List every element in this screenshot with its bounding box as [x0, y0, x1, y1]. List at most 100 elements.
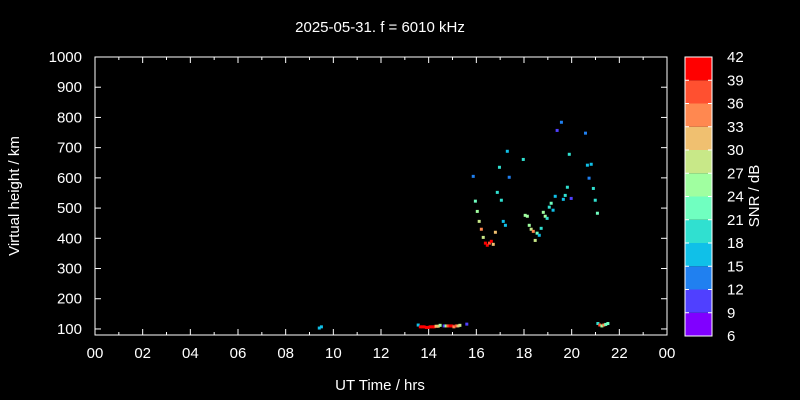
colorbar-segment [685, 312, 712, 336]
y-tick-label: 800 [57, 109, 82, 126]
data-point [539, 226, 543, 230]
y-tick-label: 100 [57, 321, 82, 338]
colorbar-tick-label: 24 [727, 189, 744, 206]
data-point [422, 325, 426, 329]
y-tick-label: 200 [57, 291, 82, 308]
data-point [432, 325, 436, 329]
chart-title: 2025-05-31. f = 6010 kHz [295, 19, 465, 36]
data-point [527, 223, 531, 227]
data-point [489, 239, 493, 243]
data-point [499, 198, 503, 202]
data-point [531, 229, 535, 233]
y-tick-label: 900 [57, 79, 82, 96]
colorbar-tick-label: 27 [727, 165, 744, 182]
x-tick-label: 22 [611, 345, 628, 362]
data-point [587, 176, 591, 180]
colorbar-tick-label: 30 [727, 142, 744, 159]
data-point [452, 325, 456, 329]
data-point [483, 241, 487, 245]
data-point [497, 165, 501, 169]
data-point [458, 323, 462, 327]
colorbar-label: SNR / dB [746, 165, 763, 228]
colorbar-segment [685, 243, 712, 267]
data-point [598, 323, 602, 327]
data-point [491, 242, 495, 246]
data-point [434, 324, 438, 328]
data-point [503, 223, 507, 227]
data-point [485, 243, 489, 247]
data-point [479, 227, 483, 231]
data-point [428, 325, 432, 329]
data-point [569, 196, 573, 200]
data-point [465, 322, 469, 326]
colorbar-tick-label: 15 [727, 258, 744, 275]
colorbar-segment [685, 289, 712, 313]
y-tick-label: 600 [57, 170, 82, 187]
data-point [565, 185, 569, 189]
data-point [448, 324, 452, 328]
colorbar-segment [685, 266, 712, 290]
data-point [471, 174, 475, 178]
y-tick-label: 1000 [49, 49, 82, 66]
colorbar-tick-label: 18 [727, 235, 744, 252]
data-point [563, 193, 567, 197]
data-point [438, 323, 442, 327]
x-tick-label: 12 [373, 345, 390, 362]
x-tick-label: 00 [87, 345, 104, 362]
data-point [319, 325, 323, 329]
data-point [537, 233, 541, 237]
data-point [602, 323, 606, 327]
data-point [481, 235, 485, 239]
data-point [606, 322, 610, 326]
data-point [317, 326, 321, 330]
colorbar-tick-label: 36 [727, 96, 744, 113]
data-point [501, 219, 505, 223]
colorbar-segment [685, 126, 712, 150]
colorbar-segment [685, 150, 712, 174]
data-point [450, 324, 454, 328]
data-point [551, 208, 555, 212]
data-point [426, 325, 430, 329]
data-point [507, 175, 511, 179]
colorbar-segment [685, 80, 712, 104]
colorbar-segment [685, 196, 712, 220]
x-tick-label: 00 [659, 345, 676, 362]
x-tick-label: 02 [134, 345, 151, 362]
colorbar-segment [685, 219, 712, 243]
y-tick-label: 700 [57, 140, 82, 157]
data-point [596, 322, 600, 326]
data-point [545, 216, 549, 220]
colorbar-tick-label: 12 [727, 282, 744, 299]
x-tick-label: 06 [230, 345, 247, 362]
data-point [529, 227, 533, 231]
data-point [543, 214, 547, 218]
colorbar-segment [685, 103, 712, 127]
data-point [444, 324, 448, 328]
x-tick-label: 10 [325, 345, 342, 362]
data-point [454, 324, 458, 328]
data-point [521, 157, 525, 161]
plot-frame [94, 56, 668, 336]
data-point [487, 241, 491, 245]
data-point [535, 231, 539, 235]
data-point [593, 198, 597, 202]
colorbar-tick-label: 21 [727, 212, 744, 229]
colorbar-tick-label: 9 [727, 305, 735, 322]
colorbar-tick-label: 42 [727, 49, 744, 66]
data-point [585, 163, 589, 167]
data-point [559, 120, 563, 124]
x-tick-label: 16 [468, 345, 485, 362]
data-point [561, 197, 565, 201]
y-tick-label: 500 [57, 200, 82, 217]
data-point [477, 219, 481, 223]
x-tick-label: 14 [420, 345, 437, 362]
data-point [473, 199, 477, 203]
y-tick-label: 300 [57, 261, 82, 278]
x-axis-label: UT Time / hrs [335, 377, 425, 394]
data-point [547, 205, 551, 209]
data-point [600, 324, 604, 328]
data-point [549, 201, 553, 205]
y-axis-label: Virtual height / km [6, 136, 23, 256]
data-point [420, 325, 424, 329]
